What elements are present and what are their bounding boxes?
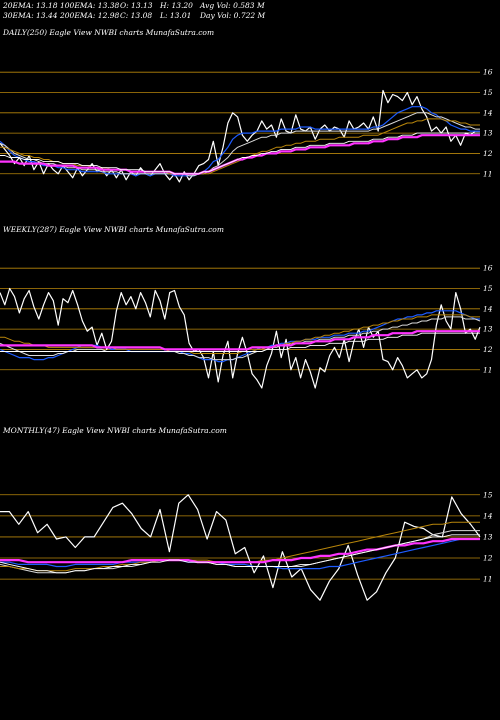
daily-y-tick-label: 11 bbox=[483, 169, 493, 178]
stat-200ema: 200EMA: 12.98 bbox=[60, 11, 120, 20]
monthly-chart-title: MONTHLY(47) Eagle View NWBI charts Munaf… bbox=[3, 426, 227, 435]
monthly-y-tick-label: 14 bbox=[483, 511, 493, 520]
weekly-series-line-4 bbox=[0, 330, 480, 351]
stat-low: L: 13.01 bbox=[160, 11, 192, 20]
stat-open: O: 13.13 bbox=[120, 1, 153, 10]
weekly-series-line-3 bbox=[0, 314, 480, 354]
daily-chart-title: DAILY(250) Eagle View NWBI charts Munafa… bbox=[3, 28, 215, 37]
daily-y-tick-label: 15 bbox=[483, 88, 493, 97]
monthly-y-tick-label: 11 bbox=[483, 575, 493, 584]
weekly-series-line-1 bbox=[0, 310, 480, 363]
monthly-series-line-0 bbox=[0, 494, 481, 601]
weekly-y-tick-label: 16 bbox=[483, 264, 493, 273]
stat-day-vol: Day Vol: 0.722 M bbox=[200, 11, 266, 20]
monthly-series-line-4 bbox=[0, 537, 480, 564]
stat-close: C: 13.08 bbox=[120, 11, 153, 20]
monthly-series-line-3 bbox=[0, 521, 480, 572]
stat-20ema: 20EMA: 13.18 bbox=[3, 1, 58, 10]
monthly-chart: 11 12 13 14 15 bbox=[0, 490, 493, 601]
weekly-y-tick-label: 11 bbox=[483, 365, 493, 374]
daily-y-tick-label: 12 bbox=[483, 149, 493, 158]
weekly-y-tick-label: 12 bbox=[483, 345, 493, 354]
daily-series-line-4 bbox=[0, 134, 480, 175]
daily-y-tick-label: 16 bbox=[483, 68, 493, 77]
daily-y-tick-label: 13 bbox=[483, 129, 493, 138]
weekly-series-line-2 bbox=[0, 316, 481, 361]
daily-series-line-5 bbox=[0, 132, 480, 175]
stat-avg-vol: Avg Vol: 0.583 M bbox=[200, 1, 265, 10]
stat-high: H: 13.20 bbox=[160, 1, 193, 10]
weekly-chart-title: WEEKLY(287) Eagle View NWBI charts Munaf… bbox=[3, 225, 224, 234]
stat-100ema: 100EMA: 13.38 bbox=[60, 1, 120, 10]
monthly-y-tick-label: 13 bbox=[483, 532, 493, 541]
weekly-y-tick-label: 14 bbox=[483, 304, 493, 313]
daily-series-line-0 bbox=[0, 89, 480, 183]
monthly-y-tick-label: 15 bbox=[483, 490, 493, 499]
daily-y-tick-label: 14 bbox=[483, 108, 493, 117]
stat-30ema: 30EMA: 13.44 bbox=[3, 11, 58, 20]
daily-chart: 11 12 13 14 15 16 bbox=[0, 68, 493, 183]
weekly-series-line-0 bbox=[0, 287, 481, 389]
weekly-series-line-5 bbox=[0, 332, 480, 352]
monthly-series-line-1 bbox=[0, 538, 480, 570]
daily-series-line-1 bbox=[0, 106, 480, 177]
weekly-chart: 11 12 13 14 15 16 bbox=[0, 264, 493, 389]
monthly-series-line-5 bbox=[0, 534, 480, 574]
weekly-y-tick-label: 13 bbox=[483, 325, 493, 334]
weekly-y-tick-label: 15 bbox=[483, 284, 493, 293]
monthly-y-tick-label: 12 bbox=[483, 554, 493, 563]
